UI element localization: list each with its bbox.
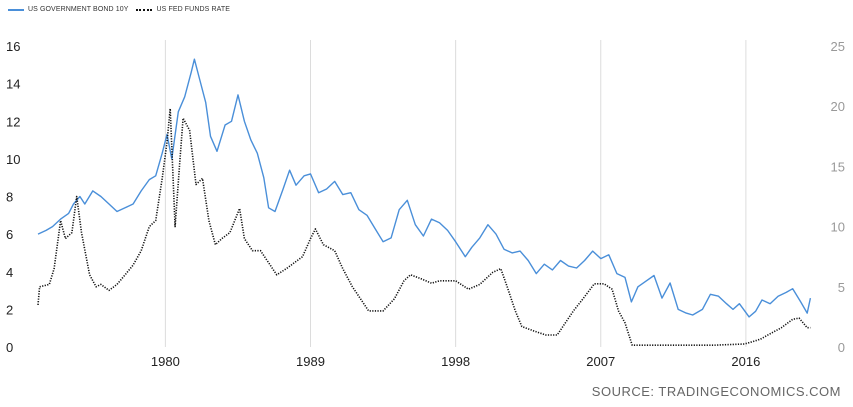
left-tick-label: 8 xyxy=(6,190,13,205)
legend: US GOVERNMENT BOND 10Y US FED FUNDS RATE xyxy=(8,6,238,13)
right-tick-label: 20 xyxy=(831,99,845,114)
x-tick-label: 1989 xyxy=(296,354,325,369)
x-tick-label: 2016 xyxy=(731,354,760,369)
legend-label-fed: US FED FUNDS RATE xyxy=(156,6,231,13)
right-axis-ticks: 0 5 10 15 20 25 xyxy=(831,39,845,355)
left-tick-label: 10 xyxy=(6,152,20,167)
right-tick-label: 0 xyxy=(838,340,845,355)
left-tick-label: 0 xyxy=(6,340,13,355)
vertical-grid xyxy=(164,40,747,347)
left-axis-ticks: 0 2 4 6 8 10 12 14 16 xyxy=(6,39,20,355)
x-axis-ticks: 1980 1989 1998 2007 2016 xyxy=(151,354,760,369)
x-tick-label: 2007 xyxy=(586,354,615,369)
legend-label-bond: US GOVERNMENT BOND 10Y xyxy=(28,6,129,13)
x-tick-label: 1998 xyxy=(441,354,470,369)
x-tick-label: 1980 xyxy=(151,354,180,369)
right-tick-label: 25 xyxy=(831,39,845,54)
left-tick-label: 2 xyxy=(6,302,13,317)
right-tick-label: 5 xyxy=(838,280,845,295)
bond-yield-line xyxy=(37,58,812,318)
source-credit: SOURCE: TRADINGECONOMICS.COM xyxy=(591,384,841,399)
legend-item-fed: US FED FUNDS RATE xyxy=(136,6,230,13)
right-tick-label: 10 xyxy=(831,220,845,235)
right-tick-label: 15 xyxy=(831,159,845,174)
fed-funds-line xyxy=(37,107,811,346)
legend-item-bond: US GOVERNMENT BOND 10Y xyxy=(8,6,128,13)
left-tick-label: 12 xyxy=(6,114,20,129)
legend-swatch-bond xyxy=(8,8,24,11)
series-lines xyxy=(37,58,812,346)
legend-swatch-fed xyxy=(136,8,153,11)
left-tick-label: 6 xyxy=(6,227,13,242)
left-tick-label: 4 xyxy=(6,265,13,280)
left-tick-label: 16 xyxy=(6,39,20,54)
left-tick-label: 14 xyxy=(6,77,20,92)
